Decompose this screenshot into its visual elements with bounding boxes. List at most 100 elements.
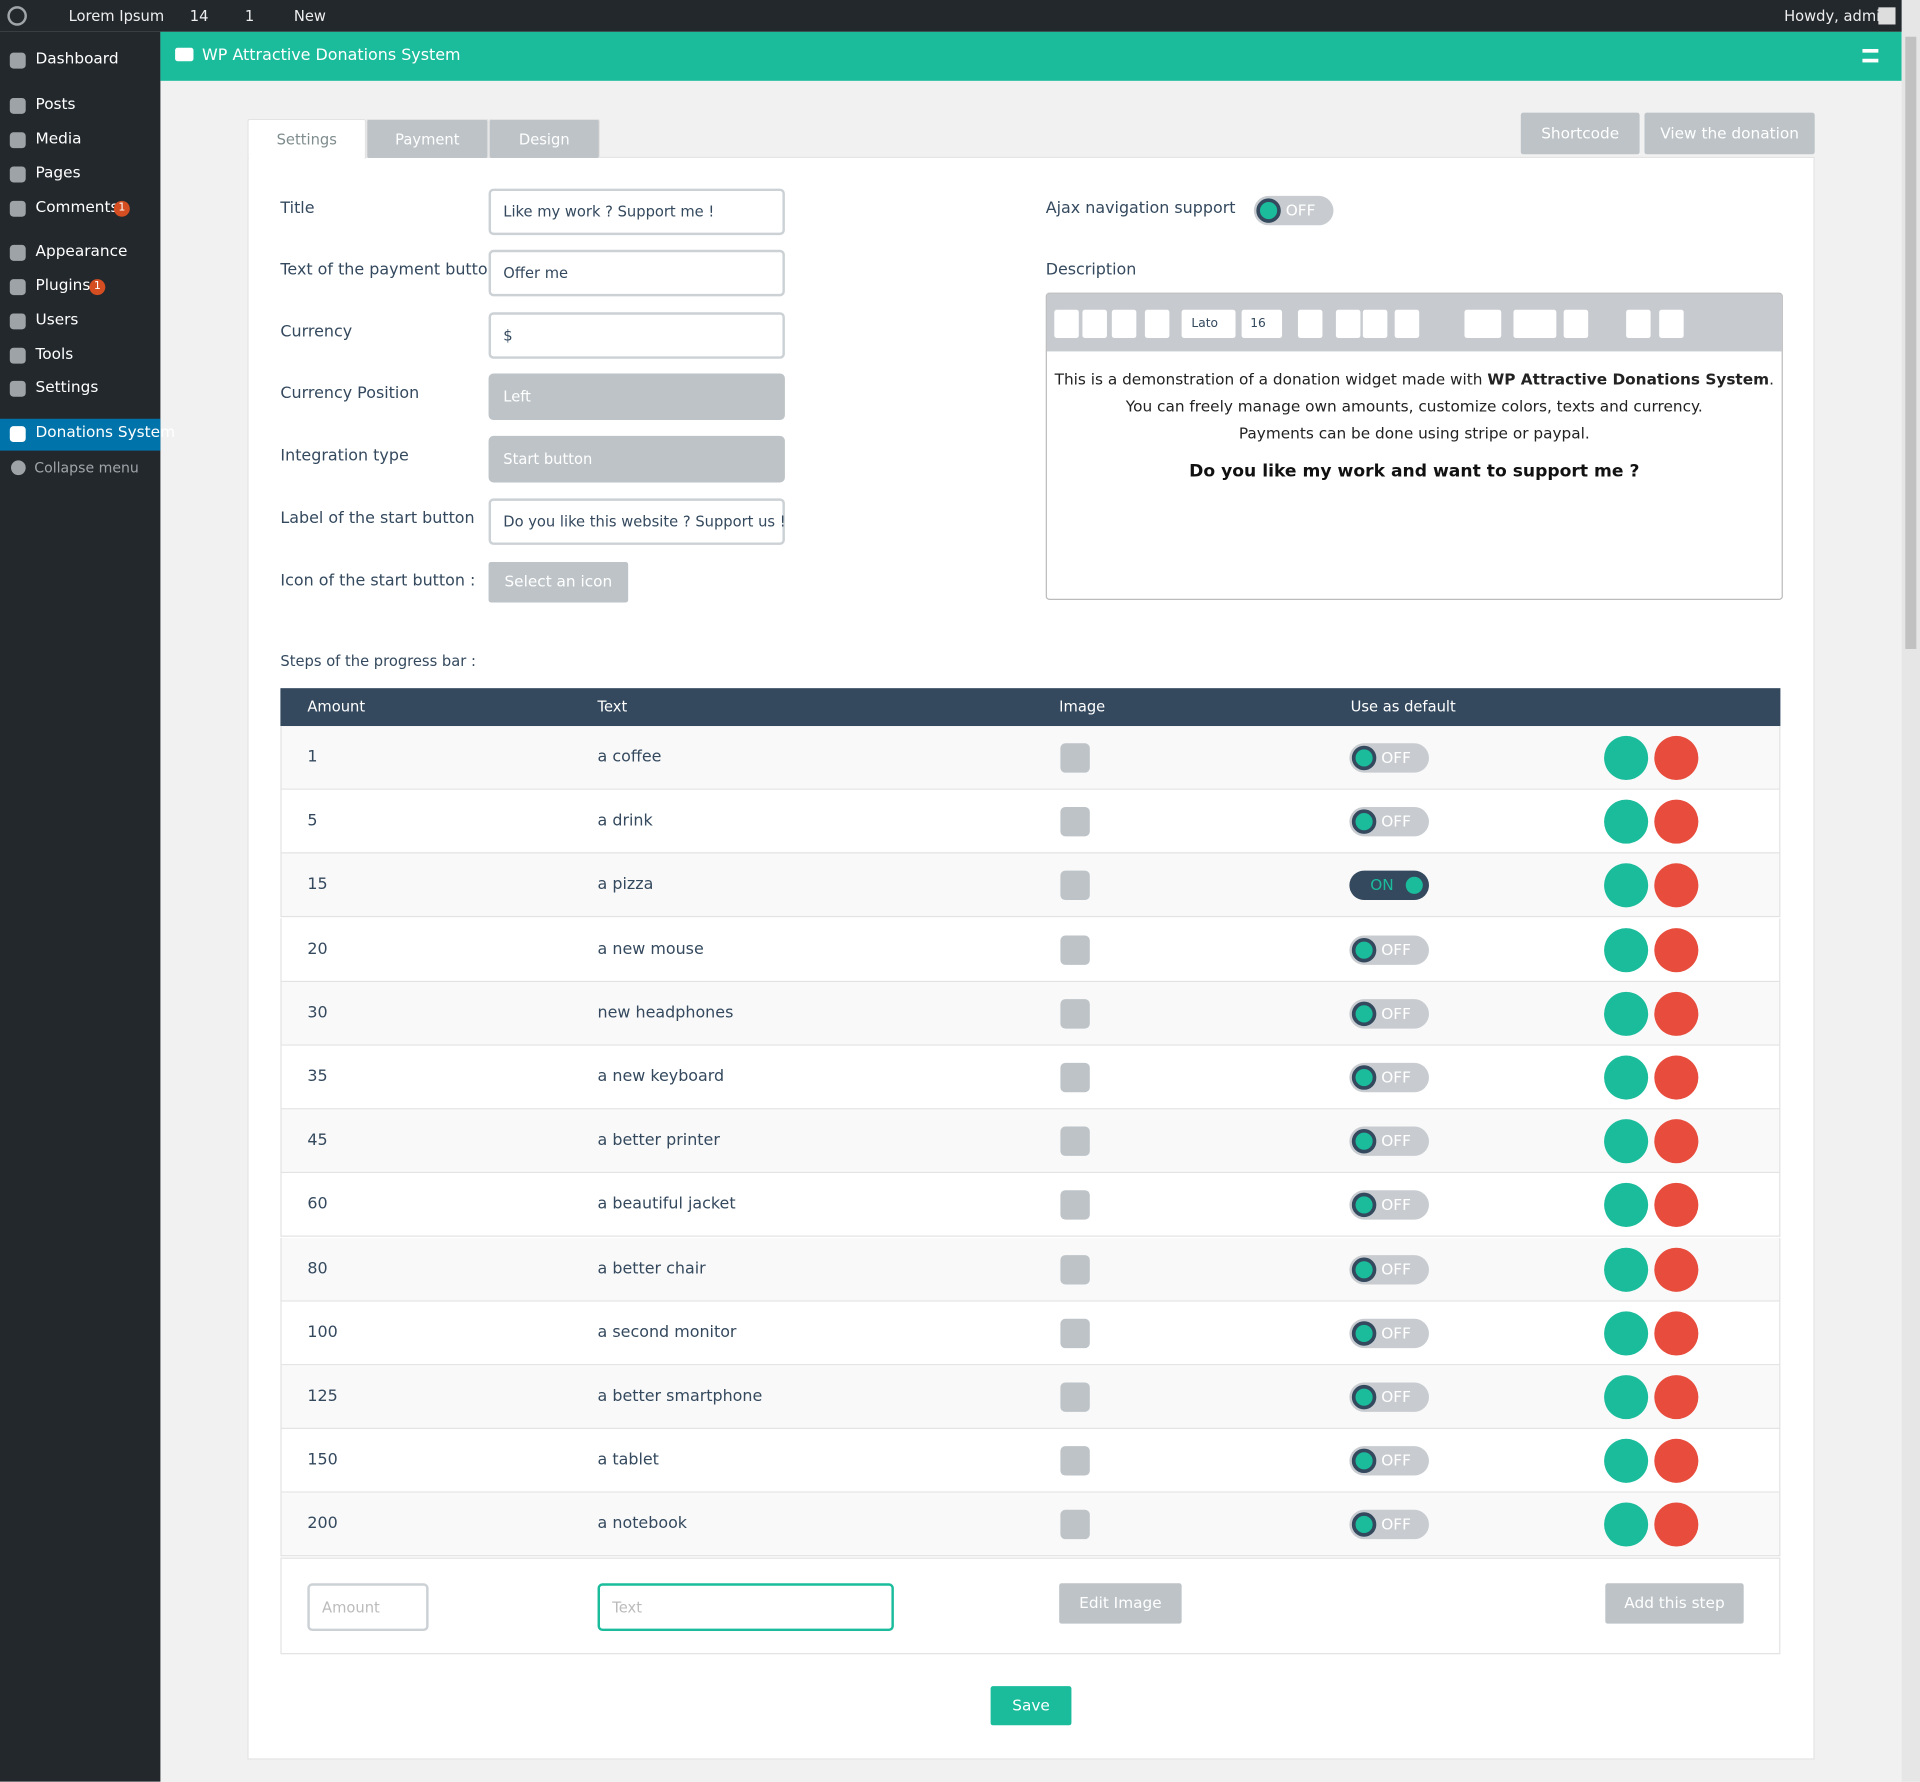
amount-input[interactable]: Amount (307, 1583, 428, 1631)
toggle[interactable]: OFF (1349, 1510, 1429, 1539)
text-input[interactable]: $ (489, 312, 785, 359)
site-name[interactable]: Lorem Ipsum (69, 9, 165, 24)
edit-image-button[interactable]: Edit Image (1059, 1583, 1181, 1623)
step-image (1060, 1446, 1089, 1475)
edit-button[interactable] (1604, 1375, 1648, 1419)
toggle-knob (1352, 1449, 1376, 1473)
delete-button[interactable] (1654, 1119, 1698, 1163)
toolbar-button[interactable] (1363, 310, 1387, 338)
toggle-knob (1352, 810, 1376, 834)
table-row (280, 790, 1780, 854)
toolbar-button[interactable] (1564, 310, 1588, 338)
edit-button[interactable] (1604, 800, 1648, 844)
menu-item[interactable]: Plugins (36, 278, 91, 293)
text-input[interactable]: Text (598, 1583, 894, 1631)
action-button[interactable]: View the donation (1644, 113, 1814, 155)
menu-item[interactable]: Dashboard (36, 51, 119, 66)
greeting[interactable]: Howdy, admin (1784, 9, 1889, 24)
delete-button[interactable] (1654, 1311, 1698, 1355)
step-amount: 20 (307, 941, 327, 957)
toolbar-button[interactable] (1054, 310, 1078, 338)
toggle[interactable]: OFF (1349, 1191, 1429, 1220)
toggle[interactable]: OFF (1349, 1255, 1429, 1284)
field-label: Icon of the start button : (280, 573, 475, 589)
toggle[interactable]: OFF (1349, 1127, 1429, 1156)
step-image (1060, 1063, 1089, 1092)
toggle[interactable]: OFF (1349, 1446, 1429, 1475)
delete-button[interactable] (1654, 1375, 1698, 1419)
action-button[interactable]: Shortcode (1521, 113, 1640, 155)
toggle[interactable]: OFF (1349, 807, 1429, 836)
menu-item[interactable]: Tools (36, 347, 74, 362)
menu-item[interactable]: Media (36, 131, 82, 146)
edit-button[interactable] (1604, 736, 1648, 780)
text-input[interactable]: Do you like this website ? Support us ! (489, 498, 785, 545)
menu-item[interactable]: Appearance (36, 244, 128, 259)
select[interactable]: Start button (489, 436, 785, 483)
delete-button[interactable] (1654, 1056, 1698, 1100)
delete-button[interactable] (1654, 1439, 1698, 1483)
text-input[interactable]: Like my work ? Support me ! (489, 189, 785, 236)
add-step-button[interactable]: Add this step (1605, 1583, 1743, 1623)
toggle[interactable]: OFF (1349, 743, 1429, 772)
toggle[interactable]: OFF (1349, 1063, 1429, 1092)
delete-button[interactable] (1654, 736, 1698, 780)
menu-item[interactable]: Comments (36, 200, 119, 215)
tab[interactable]: Design (489, 119, 600, 158)
delete-button[interactable] (1654, 1247, 1698, 1291)
step-image (1060, 1319, 1089, 1348)
step-image (1060, 807, 1089, 836)
icon-select-button[interactable]: Select an icon (489, 562, 629, 602)
description-line: This is a demonstration of a donation wi… (1047, 370, 1782, 388)
toggle[interactable]: ON (1349, 871, 1429, 900)
toolbar-button[interactable] (1395, 310, 1419, 338)
menu-item[interactable]: Posts (36, 97, 76, 112)
toggle-state: OFF (1381, 1390, 1411, 1405)
menu-item[interactable]: Settings (36, 380, 99, 395)
tab[interactable]: Payment (366, 119, 488, 158)
edit-button[interactable] (1604, 928, 1648, 972)
edit-button[interactable] (1604, 1311, 1648, 1355)
edit-button[interactable] (1604, 1247, 1648, 1291)
edit-button[interactable] (1604, 1439, 1648, 1483)
text-input[interactable]: Offer me (489, 250, 785, 297)
column-header: Text (598, 699, 628, 714)
toolbar-button[interactable] (1145, 310, 1169, 338)
toolbar-button[interactable] (1112, 310, 1136, 338)
save-button[interactable]: Save (991, 1686, 1072, 1725)
collapse-menu[interactable]: Collapse menu (34, 462, 139, 476)
toggle-state: ON (1370, 878, 1394, 893)
delete-button[interactable] (1654, 800, 1698, 844)
select[interactable]: Left (489, 373, 785, 420)
comments-count[interactable]: 1 (245, 9, 254, 24)
toggle[interactable]: OFF (1349, 999, 1429, 1028)
updates-count[interactable]: 14 (190, 9, 209, 24)
toolbar-button[interactable] (1513, 310, 1556, 338)
delete-button[interactable] (1654, 992, 1698, 1036)
toolbar-button[interactable] (1464, 310, 1501, 338)
menu-item[interactable]: Users (36, 312, 79, 327)
new-link[interactable]: New (294, 9, 326, 24)
toggle[interactable]: OFF (1349, 1319, 1429, 1348)
edit-button[interactable] (1604, 1056, 1648, 1100)
toolbar-button[interactable] (1659, 310, 1683, 338)
toolbar-button[interactable] (1298, 310, 1322, 338)
menu-item[interactable]: Donations System (36, 425, 175, 440)
step-amount: 150 (307, 1452, 337, 1468)
toggle[interactable]: OFF (1349, 935, 1429, 964)
wp-logo[interactable] (7, 6, 27, 26)
toggle[interactable]: OFF (1349, 1382, 1429, 1411)
step-amount: 15 (307, 877, 327, 893)
edit-button[interactable] (1604, 992, 1648, 1036)
step-image (1060, 1382, 1089, 1411)
header-menu-icon[interactable] (1862, 49, 1878, 62)
tab[interactable]: Settings (247, 119, 366, 159)
toggle[interactable]: OFF (1254, 196, 1334, 225)
menu-item[interactable]: Pages (36, 165, 81, 180)
delete-button[interactable] (1654, 928, 1698, 972)
toolbar-button[interactable] (1082, 310, 1106, 338)
edit-button[interactable] (1604, 1119, 1648, 1163)
toolbar-button[interactable] (1336, 310, 1360, 338)
toolbar-button[interactable] (1626, 310, 1650, 338)
